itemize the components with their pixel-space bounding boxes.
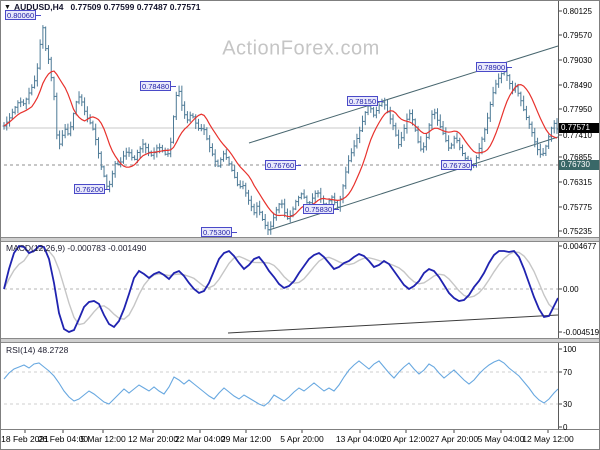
price-level-label: 0.78150	[347, 96, 384, 106]
panel-splitter-rsi[interactable]	[1, 338, 599, 343]
x-axis-label: 5 Mar 12:00	[80, 434, 126, 444]
macd-panel-label: MACD(12,26,9) -0.000783 -0.001490	[6, 243, 147, 253]
actionforex-watermark: ActionForex.com	[222, 37, 380, 60]
price-level-label: 0.76760	[265, 160, 302, 170]
y-axis-label: 0	[563, 423, 568, 432]
y-axis-label: 0.76315	[563, 178, 592, 187]
rsi-line	[3, 359, 559, 407]
price-level-label: 0.76200	[74, 184, 111, 194]
panel-splitter-macd[interactable]	[1, 237, 599, 242]
x-axis-label: 26 Feb 04:00	[37, 434, 89, 444]
x-axis-label: 20 Apr 12:00	[381, 434, 431, 444]
price-level-label: 0.78480	[140, 81, 177, 91]
macd-trendline	[227, 314, 559, 334]
macd-line	[3, 245, 559, 334]
price-level-label: 0.80060	[5, 10, 42, 20]
chart-title-bar: ▼ AUDUSD,H4 0.77509 0.77599 0.77487 0.77…	[4, 2, 201, 12]
y-axis-label: 0.79570	[563, 31, 592, 40]
support-level-tag: 0.76730	[559, 160, 599, 170]
ohlc-values: 0.77509 0.77599 0.77487 0.77571	[70, 2, 201, 12]
y-axis-label: 30	[563, 400, 572, 409]
channel-lower-line	[268, 136, 559, 231]
x-axis-label: 12 May 12:00	[522, 434, 574, 444]
x-axis-label: 29 Mar 12:00	[220, 434, 272, 444]
y-axis-label: 0.75235	[563, 227, 592, 236]
chart-menu-icon: ▼	[4, 3, 11, 11]
y-axis-label: 0.004677	[563, 242, 597, 251]
last-price-tag: 0.77571	[559, 123, 599, 133]
y-axis-label: 0.80125	[563, 7, 592, 16]
x-axis-label: 13 Apr 04:00	[335, 434, 385, 444]
price-axis-border	[558, 1, 559, 430]
y-axis-label: 100	[563, 345, 577, 354]
price-level-label: 0.78900	[476, 62, 513, 72]
y-axis-label: 0.77950	[563, 105, 592, 114]
price-level-label: 0.75830	[303, 204, 340, 214]
y-axis-label: 0.76855	[563, 153, 592, 162]
time-axis-border	[1, 429, 599, 430]
y-axis-label: -0.004519	[563, 328, 600, 337]
x-axis-label: 18 Feb 2021	[1, 434, 49, 444]
x-axis-label: 27 Apr 20:00	[429, 434, 479, 444]
price-level-label: 0.76730	[441, 160, 478, 170]
moving-average-line	[3, 70, 558, 218]
x-axis-label: 12 Mar 20:00	[127, 434, 179, 444]
x-axis-label: 5 Apr 20:00	[280, 434, 324, 444]
y-axis-label: 0.79030	[563, 56, 592, 65]
y-axis-label: 0.00	[563, 285, 579, 294]
price-level-label: 0.75300	[201, 227, 238, 237]
y-axis-label: 0.75775	[563, 203, 592, 212]
y-axis-label: 0.77410	[563, 131, 592, 140]
y-axis-label: 0.78490	[563, 81, 592, 90]
y-axis-label: 70	[563, 368, 572, 377]
rsi-panel-label: RSI(14) 48.2728	[6, 345, 69, 355]
x-axis-label: 5 May 04:00	[477, 434, 525, 444]
x-axis-label: 22 Mar 04:00	[174, 434, 226, 444]
symbol-period-label: AUDUSD,H4	[13, 2, 64, 12]
